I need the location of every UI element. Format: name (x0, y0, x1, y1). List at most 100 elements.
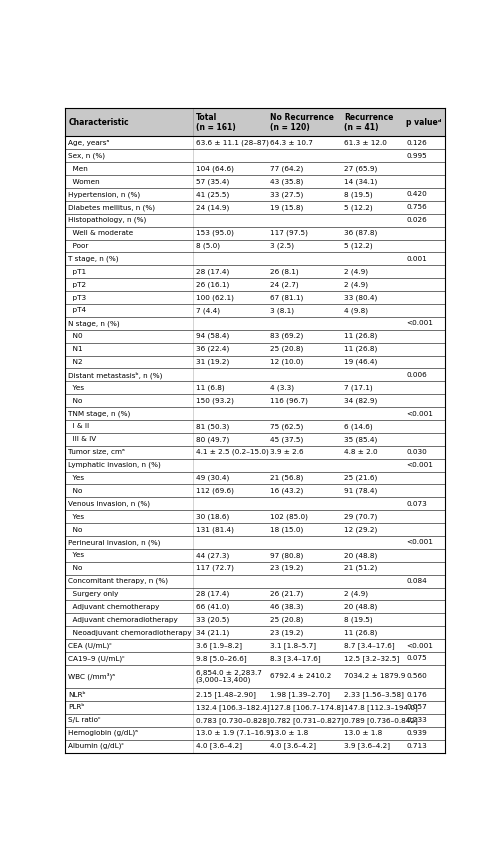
Bar (65, 562, 445, 575)
Text: 117 (72.7): 117 (72.7) (196, 565, 234, 571)
Bar (65, 485, 445, 498)
Text: 49 (30.4): 49 (30.4) (196, 475, 229, 481)
Text: Lymphatic invasion, n (%): Lymphatic invasion, n (%) (68, 462, 161, 469)
Text: 0.006: 0.006 (406, 372, 427, 378)
Text: 67 (81.1): 67 (81.1) (270, 295, 303, 301)
Bar (65, 407, 445, 420)
Text: No: No (68, 565, 83, 571)
Text: 6,854.0 ± 2,283.7
(3,000–13,400): 6,854.0 ± 2,283.7 (3,000–13,400) (196, 670, 261, 683)
Text: Yes: Yes (68, 553, 85, 559)
Text: 25 (21.6): 25 (21.6) (344, 475, 377, 481)
Bar (65, 613, 445, 627)
Text: <0.001: <0.001 (406, 643, 433, 649)
Text: 4.1 ± 2.5 (0.2–15.0): 4.1 ± 2.5 (0.2–15.0) (196, 449, 268, 455)
Text: 4 (9.8): 4 (9.8) (344, 307, 368, 313)
Bar (65, 394, 445, 407)
Text: 0.026: 0.026 (406, 217, 427, 223)
Text: 25 (20.8): 25 (20.8) (270, 616, 303, 623)
Text: Poor: Poor (68, 243, 89, 249)
Text: 21 (51.2): 21 (51.2) (344, 565, 377, 571)
Text: 147.8 [112.3–194.0]: 147.8 [112.3–194.0] (344, 704, 417, 711)
Text: Neoadjuvant chemoradiotherapy: Neoadjuvant chemoradiotherapy (68, 630, 192, 636)
Bar (65, 343, 445, 356)
Text: 77 (64.2): 77 (64.2) (270, 166, 303, 171)
Text: No: No (68, 397, 83, 403)
Text: 9.8 [5.0–26.6]: 9.8 [5.0–26.6] (196, 655, 247, 662)
Text: 150 (93.2): 150 (93.2) (196, 397, 234, 404)
Text: 12.5 [3.2–32.5]: 12.5 [3.2–32.5] (344, 655, 399, 662)
Text: 20 (48.8): 20 (48.8) (344, 604, 377, 610)
Text: Concomitant therapy, n (%): Concomitant therapy, n (%) (68, 578, 168, 584)
Text: 0.789 [0.736–0.842]: 0.789 [0.736–0.842] (344, 717, 417, 723)
Text: I & II: I & II (68, 424, 90, 430)
Text: 153 (95.0): 153 (95.0) (196, 230, 234, 236)
Text: 11 (26.8): 11 (26.8) (344, 629, 377, 636)
Text: 34 (21.1): 34 (21.1) (196, 629, 229, 636)
Text: 0.030: 0.030 (406, 449, 427, 455)
Text: S/L ratioᶜ: S/L ratioᶜ (68, 717, 101, 723)
Text: <0.001: <0.001 (406, 411, 433, 417)
Text: 13.0 ± 1.8: 13.0 ± 1.8 (270, 730, 308, 736)
Text: 2 (4.9): 2 (4.9) (344, 281, 368, 288)
Text: 34 (82.9): 34 (82.9) (344, 397, 377, 404)
Bar (65, 108, 445, 137)
Text: 64.3 ± 10.7: 64.3 ± 10.7 (270, 140, 313, 146)
Text: 43 (35.8): 43 (35.8) (270, 178, 303, 185)
Text: T stage, n (%): T stage, n (%) (68, 256, 119, 262)
Text: No: No (68, 526, 83, 532)
Bar (65, 368, 445, 381)
Text: 44 (27.3): 44 (27.3) (196, 552, 229, 559)
Text: Characteristic: Characteristic (68, 118, 129, 127)
Bar (65, 278, 445, 291)
Text: 66 (41.0): 66 (41.0) (196, 604, 229, 610)
Text: 117 (97.5): 117 (97.5) (270, 230, 308, 236)
Text: 4.0 [3.6–4.2]: 4.0 [3.6–4.2] (196, 743, 242, 750)
Text: 21 (56.8): 21 (56.8) (270, 475, 303, 481)
Text: NLRᵇ: NLRᵇ (68, 692, 86, 698)
Text: 29 (70.7): 29 (70.7) (344, 514, 377, 520)
Bar (65, 627, 445, 639)
Text: 30 (18.6): 30 (18.6) (196, 514, 229, 520)
Text: 26 (21.7): 26 (21.7) (270, 591, 303, 597)
Text: 2 (4.9): 2 (4.9) (344, 591, 368, 597)
Text: 12 (29.2): 12 (29.2) (344, 526, 377, 533)
Bar (65, 252, 445, 265)
Text: pT2: pT2 (68, 282, 87, 288)
Text: 97 (80.8): 97 (80.8) (270, 552, 303, 559)
Text: p valueᵈ: p valueᵈ (406, 118, 442, 127)
Bar (65, 175, 445, 188)
Text: 0.939: 0.939 (406, 730, 427, 736)
Text: <0.001: <0.001 (406, 539, 433, 545)
Text: 131 (81.4): 131 (81.4) (196, 526, 234, 533)
Text: CEA (U/mL)ᶜ: CEA (U/mL)ᶜ (68, 643, 113, 649)
Text: 2 (4.9): 2 (4.9) (344, 268, 368, 275)
Text: N0: N0 (68, 333, 83, 340)
Bar (65, 739, 445, 752)
Text: 132.4 [106.3–182.4]: 132.4 [106.3–182.4] (196, 704, 269, 711)
Bar (65, 304, 445, 317)
Bar (65, 381, 445, 394)
Text: Well & moderate: Well & moderate (68, 230, 133, 236)
Text: 1.98 [1.39–2.70]: 1.98 [1.39–2.70] (270, 691, 330, 698)
Text: 104 (64.6): 104 (64.6) (196, 166, 234, 171)
Text: 24 (2.7): 24 (2.7) (270, 281, 298, 288)
Text: 0.995: 0.995 (406, 153, 427, 159)
Bar (65, 510, 445, 523)
Text: Albumin (g/dL)ᶜ: Albumin (g/dL)ᶜ (68, 743, 124, 750)
Bar (65, 188, 445, 201)
Text: Adjuvant chemotherapy: Adjuvant chemotherapy (68, 604, 160, 610)
Text: Venous invasion, n (%): Venous invasion, n (%) (68, 501, 150, 507)
Text: N1: N1 (68, 346, 83, 352)
Text: 25 (20.8): 25 (20.8) (270, 346, 303, 352)
Text: TNM stage, n (%): TNM stage, n (%) (68, 410, 130, 417)
Text: 0.560: 0.560 (406, 673, 427, 679)
Bar (65, 688, 445, 701)
Bar (65, 329, 445, 343)
Text: pT1: pT1 (68, 269, 87, 275)
Text: 3 (8.1): 3 (8.1) (270, 307, 294, 313)
Bar (65, 458, 445, 471)
Bar (65, 137, 445, 149)
Text: No: No (68, 488, 83, 494)
Text: 4 (3.3): 4 (3.3) (270, 385, 294, 391)
Bar (65, 446, 445, 458)
